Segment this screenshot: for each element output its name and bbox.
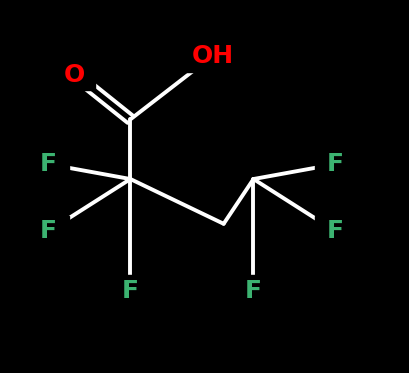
Text: F: F (326, 219, 343, 243)
Text: F: F (40, 152, 57, 176)
Text: OH: OH (191, 44, 233, 68)
Bar (28, 216, 69, 247)
Text: O: O (64, 63, 85, 87)
Bar (28, 148, 69, 180)
Bar (314, 216, 355, 247)
Text: F: F (121, 279, 139, 303)
Bar (110, 275, 151, 307)
Bar (314, 148, 355, 180)
Bar (180, 40, 244, 72)
Bar (232, 275, 273, 307)
Bar (54, 59, 95, 90)
Text: F: F (326, 152, 343, 176)
Text: F: F (40, 219, 57, 243)
Text: F: F (245, 279, 261, 303)
